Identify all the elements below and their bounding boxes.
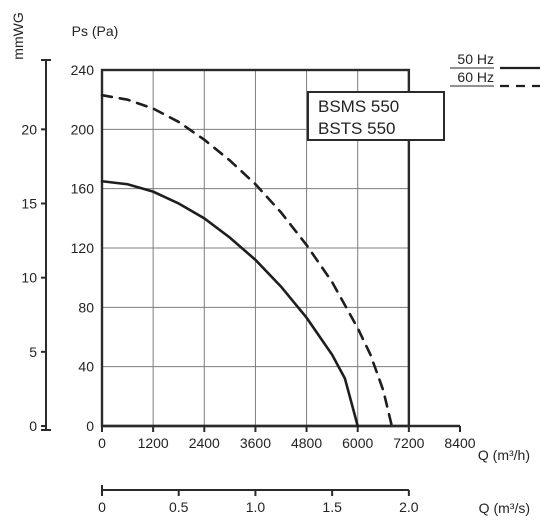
y-mmwg-tick: 0 bbox=[29, 418, 37, 434]
x-m3h-tick: 2400 bbox=[189, 435, 220, 451]
x-m3h-tick: 8400 bbox=[444, 435, 475, 451]
x-m3h-tick: 3600 bbox=[240, 435, 271, 451]
y-pa-tick: 160 bbox=[71, 181, 95, 197]
legend-label: 50 Hz bbox=[457, 51, 494, 67]
y-pa-tick: 80 bbox=[78, 299, 94, 315]
x-m3h-axis-label: Q (m³/h) bbox=[478, 447, 530, 463]
x-m3h-tick: 7200 bbox=[393, 435, 424, 451]
x-m3s-tick: 2.0 bbox=[399, 499, 419, 515]
y-pa-tick: 40 bbox=[78, 359, 94, 375]
y-mmwg-tick: 20 bbox=[21, 121, 37, 137]
y-pa-tick: 120 bbox=[71, 240, 95, 256]
y-mmwg-tick: 10 bbox=[21, 270, 37, 286]
chart-svg: 01200240036004800600072008400Q (m³/h)040… bbox=[0, 0, 548, 532]
model-box-line: BSMS 550 bbox=[318, 97, 399, 116]
x-m3h-tick: 1200 bbox=[138, 435, 169, 451]
y-pa-axis-label: Ps (Pa) bbox=[72, 23, 119, 39]
x-m3h-tick: 0 bbox=[98, 435, 106, 451]
x-m3s-tick: 0 bbox=[98, 499, 106, 515]
model-box-line: BSTS 550 bbox=[318, 119, 396, 138]
y-pa-tick: 0 bbox=[86, 418, 94, 434]
x-m3s-tick: 0.5 bbox=[169, 499, 189, 515]
legend-label: 60 Hz bbox=[457, 69, 494, 85]
x-m3h-tick: 4800 bbox=[291, 435, 322, 451]
y-mmwg-axis-label: mmWG bbox=[10, 12, 26, 59]
y-mmwg-tick: 5 bbox=[29, 344, 37, 360]
y-pa-tick: 200 bbox=[71, 121, 95, 137]
x-m3h-tick: 6000 bbox=[342, 435, 373, 451]
x-m3s-tick: 1.0 bbox=[246, 499, 266, 515]
x-m3s-tick: 1.5 bbox=[322, 499, 342, 515]
y-pa-tick: 240 bbox=[71, 62, 95, 78]
fan-performance-chart: { "canvas": { "w": 548, "h": 532 }, "plo… bbox=[0, 0, 548, 532]
y-mmwg-tick: 15 bbox=[21, 196, 37, 212]
x-m3s-axis-label: Q (m³/s) bbox=[479, 500, 530, 516]
